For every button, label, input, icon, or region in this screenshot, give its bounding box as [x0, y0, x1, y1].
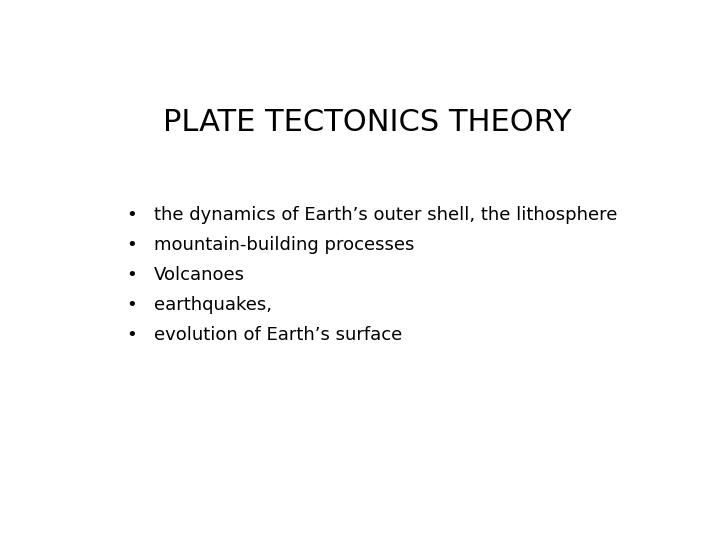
Text: earthquakes,: earthquakes,	[154, 296, 272, 314]
Text: •: •	[127, 266, 138, 284]
Text: •: •	[127, 236, 138, 254]
Text: •: •	[127, 326, 138, 344]
Text: the dynamics of Earth’s outer shell, the lithosphere: the dynamics of Earth’s outer shell, the…	[154, 206, 618, 224]
Text: Volcanoes: Volcanoes	[154, 266, 246, 284]
Text: PLATE TECTONICS THEORY: PLATE TECTONICS THEORY	[163, 109, 571, 138]
Text: evolution of Earth’s surface: evolution of Earth’s surface	[154, 326, 402, 344]
Text: •: •	[127, 206, 138, 224]
Text: mountain-building processes: mountain-building processes	[154, 236, 415, 254]
Text: •: •	[127, 296, 138, 314]
